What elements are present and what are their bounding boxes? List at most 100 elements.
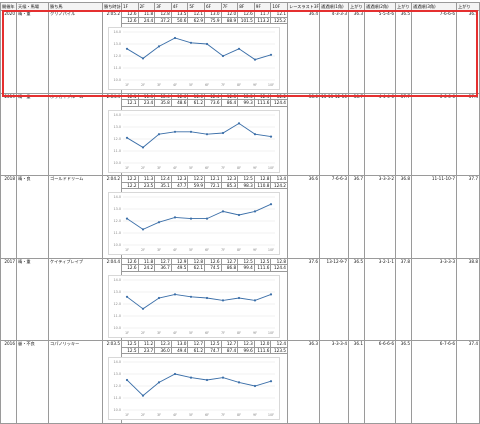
table-cell[interactable]: 7-6-6-3	[320, 176, 349, 259]
table-cell[interactable]: 23.4	[138, 100, 156, 107]
table-cell[interactable]: 111.6	[254, 100, 272, 107]
table-cell[interactable]: 12.6	[238, 11, 255, 18]
table-cell[interactable]: 12.8	[188, 258, 205, 265]
table-cell[interactable]: ホッカイプルーム	[49, 93, 103, 176]
table-cell[interactable]: 6-6-6-6	[365, 341, 396, 424]
table-cell[interactable]: 24.4	[138, 17, 156, 24]
table-cell[interactable]: 36.1	[349, 341, 365, 424]
table-cell[interactable]: 12.7	[221, 341, 239, 348]
table-cell[interactable]: 37.4	[457, 93, 480, 176]
table-cell[interactable]: 88.9	[221, 17, 239, 24]
table-cell[interactable]: 12.3	[155, 341, 172, 348]
table-cell[interactable]: 12.7	[155, 258, 172, 265]
table-cell[interactable]: 36.5	[396, 341, 412, 424]
table-cell[interactable]: 2019	[0, 93, 17, 176]
table-cell[interactable]: 12.6	[205, 258, 222, 265]
table-cell[interactable]: 113.2	[254, 17, 272, 24]
table-cell[interactable]: 23.7	[138, 347, 156, 354]
table-cell[interactable]: 2017	[0, 258, 17, 341]
table-cell[interactable]: 12.3	[221, 176, 239, 183]
lap-time-chart[interactable]: 14.0 13.0 12.0 11.0 10.0 1F 2F 3F 4F 5F 6F 7F 8F 9F 10…	[108, 109, 280, 173]
table-cell[interactable]: 36.0	[155, 347, 172, 354]
table-cell[interactable]: 36.5	[396, 11, 412, 94]
table-cell[interactable]: 晴・重	[17, 11, 49, 94]
table-cell[interactable]: 74.7	[205, 347, 222, 354]
table-cell[interactable]: 124.4	[271, 265, 288, 272]
table-cell[interactable]: 12.2	[122, 182, 139, 189]
table-cell[interactable]: 2020	[0, 11, 17, 94]
table-cell[interactable]: 13.0	[205, 11, 222, 18]
table-cell[interactable]: 49.5	[171, 265, 189, 272]
table-cell[interactable]: 37.6	[288, 258, 320, 341]
table-cell[interactable]: 101.5	[238, 17, 255, 24]
table-cell[interactable]: 35.8	[155, 100, 172, 107]
table-cell[interactable]: 3-3-3-4	[320, 341, 349, 424]
table-cell[interactable]: 72.1	[205, 182, 222, 189]
table-cell[interactable]: 38.7	[349, 93, 365, 176]
table-cell[interactable]: 123.5	[271, 347, 288, 354]
table-cell[interactable]: 37.4	[457, 341, 480, 424]
table-cell[interactable]: 4-3-3-3	[320, 11, 349, 94]
table-cell[interactable]: 11.3	[138, 176, 156, 183]
table-cell[interactable]: 38.0	[288, 93, 320, 176]
table-cell[interactable]: 12.0	[254, 341, 272, 348]
table-cell[interactable]: 11-11-10-7	[412, 176, 457, 259]
table-cell[interactable]: 49.4	[171, 347, 189, 354]
table-cell[interactable]: 12.5	[205, 341, 222, 348]
table-cell[interactable]: 12.5	[238, 258, 255, 265]
table-cell[interactable]: 11.7	[254, 11, 272, 18]
table-cell[interactable]: 73.6	[205, 100, 222, 107]
table-cell[interactable]: 3-2-1-1	[365, 258, 396, 341]
table-cell[interactable]: 62.1	[188, 265, 205, 272]
table-cell[interactable]: 24.2	[138, 265, 156, 272]
table-cell[interactable]: 12.5	[238, 176, 255, 183]
table-cell[interactable]: 36.7	[155, 265, 172, 272]
table-cell[interactable]: 111.6	[254, 347, 272, 354]
table-cell[interactable]: 曇・不良	[17, 341, 49, 424]
table-cell[interactable]: 6-6-6-6	[412, 93, 457, 176]
table-cell[interactable]: 5-5-4-6	[365, 11, 396, 94]
table-cell[interactable]: 98.3	[238, 182, 255, 189]
table-cell[interactable]: 85.3	[221, 182, 239, 189]
table-cell[interactable]: 12.8	[155, 11, 172, 18]
table-cell[interactable]: 86.4	[221, 100, 239, 107]
table-cell[interactable]: 87.4	[221, 347, 239, 354]
table-cell[interactable]: 36.3	[288, 341, 320, 424]
table-cell[interactable]: 12.1	[122, 100, 139, 107]
table-cell[interactable]: 36.7	[349, 176, 365, 259]
table-cell[interactable]: 61.2	[188, 100, 205, 107]
table-cell[interactable]: 12.4	[155, 176, 172, 183]
table-cell[interactable]: 12.5	[122, 347, 139, 354]
table-cell[interactable]: 3-3-3-2	[365, 176, 396, 259]
table-cell[interactable]: 124.4	[271, 100, 288, 107]
table-cell[interactable]: 晴・良	[17, 176, 49, 259]
table-cell[interactable]: クリノパイル	[49, 11, 103, 94]
table-cell[interactable]: 75.9	[205, 17, 222, 24]
table-cell[interactable]: 12.9	[171, 258, 189, 265]
table-cell[interactable]: 12.6	[122, 17, 139, 24]
table-cell[interactable]: 37.2	[155, 17, 172, 24]
table-cell[interactable]: 36.4	[288, 11, 320, 94]
table-cell[interactable]: 晴・重	[17, 93, 49, 176]
table-cell[interactable]: 86.8	[221, 265, 239, 272]
table-cell[interactable]: ゴールドドリーム	[49, 176, 103, 259]
table-cell[interactable]: 59.9	[188, 182, 205, 189]
table-cell[interactable]: 37.8	[396, 258, 412, 341]
table-cell[interactable]: 2016	[0, 341, 17, 424]
table-cell[interactable]: 61.2	[188, 347, 205, 354]
table-cell[interactable]: 99.6	[238, 347, 255, 354]
table-cell[interactable]: 11.8	[138, 258, 156, 265]
table-cell[interactable]: 12.1	[271, 11, 288, 18]
table-cell[interactable]: 12.7	[221, 258, 239, 265]
table-cell[interactable]: 124.2	[271, 182, 288, 189]
table-cell[interactable]: 99.4	[238, 265, 255, 272]
table-cell[interactable]: 48.6	[171, 100, 189, 107]
table-cell[interactable]: 12.0	[221, 11, 239, 18]
table-cell[interactable]: 12.8	[254, 176, 272, 183]
table-cell[interactable]: 111.6	[254, 265, 272, 272]
table-cell[interactable]: 99.3	[238, 100, 255, 107]
table-cell[interactable]: 12.4	[271, 341, 288, 348]
table-cell[interactable]: 13-13-12-10	[320, 93, 349, 176]
table-cell[interactable]: 12.1	[188, 11, 205, 18]
table-cell[interactable]: 36.5	[349, 258, 365, 341]
